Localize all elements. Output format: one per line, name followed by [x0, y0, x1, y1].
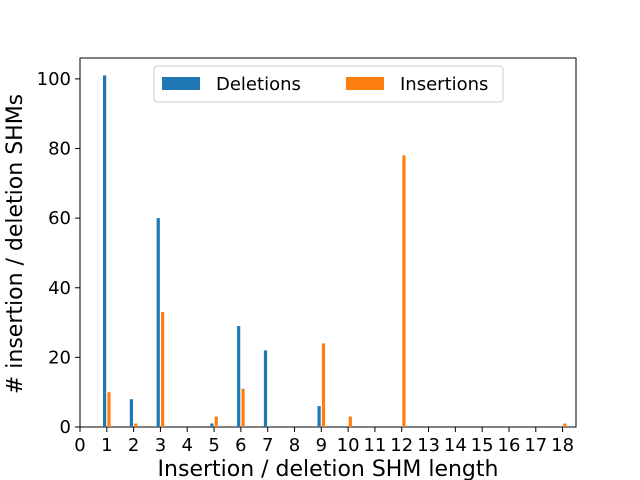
y-axis-ticks: 0 20 40 60 80 100: [37, 69, 80, 438]
x-tick-label: 7: [262, 435, 273, 456]
x-tick-label: 13: [417, 435, 440, 456]
legend-box: [153, 65, 504, 103]
y-tick-label: 80: [48, 139, 71, 160]
x-tick-label: 5: [208, 435, 219, 456]
bar-deletions-6: [237, 326, 241, 427]
bar-insertions-3: [161, 312, 165, 427]
x-tick-label: 12: [390, 435, 413, 456]
legend-label-insertions: Insertions: [400, 74, 488, 95]
bar-deletions-2: [129, 399, 134, 427]
x-tick-label: 14: [444, 435, 467, 456]
x-tick-label: 15: [471, 435, 494, 456]
x-tick-label: 8: [289, 435, 300, 456]
x-tick-label: 6: [235, 435, 246, 456]
legend-swatch-insertions: [346, 77, 384, 90]
bar-insertions-2: [134, 423, 138, 427]
x-tick-label: 3: [155, 435, 166, 456]
bar-insertions-18: [563, 423, 567, 427]
x-tick-label: 2: [128, 435, 139, 456]
y-axis-label: # insertion / deletion SHMs: [3, 94, 28, 394]
legend: Deletions Insertions: [153, 65, 504, 103]
bars-group: [103, 75, 567, 427]
bar-insertions-12: [402, 155, 406, 427]
y-tick-label: 40: [48, 278, 71, 299]
legend-label-deletions: Deletions: [216, 74, 301, 95]
x-tick-label: 0: [74, 435, 85, 456]
x-tick-label: 16: [498, 435, 521, 456]
bar-insertions-9: [321, 343, 326, 427]
x-tick-label: 9: [316, 435, 327, 456]
x-axis-ticks: 0 1 2 3 4 5 6 7 8 9 10 11 12 13 14 15 16 17 18: [74, 427, 574, 456]
bar-deletions-7: [263, 350, 268, 427]
y-tick-label: 20: [48, 347, 71, 368]
bar-deletions-3: [156, 218, 160, 427]
y-tick-label: 60: [48, 208, 71, 229]
legend-swatch-deletions: [162, 77, 200, 90]
x-tick-label: 1: [101, 435, 112, 456]
plot-area: 0 1 2 3 4 5 6 7 8 9 10 11 12 13 14 15 16 17 18 02040608010…: [37, 57, 577, 456]
x-tick-label: 17: [524, 435, 547, 456]
x-tick-label: 10: [337, 435, 360, 456]
bar-insertions-1: [107, 392, 111, 427]
bar-insertions-10: [348, 416, 352, 427]
bar-insertions-5: [214, 416, 218, 427]
bar-deletions-9: [317, 406, 321, 427]
plot-frame: [79, 57, 577, 428]
bar-deletions-1: [103, 75, 107, 427]
y-tick-label: 100: [37, 69, 71, 90]
bar-insertions-6: [241, 388, 245, 427]
x-tick-label: 4: [182, 435, 193, 456]
x-tick-label: 18: [551, 435, 574, 456]
bar-deletions-5: [210, 423, 214, 427]
x-axis-label: Insertion / deletion SHM length: [158, 457, 499, 480]
y-tick-label: 0: [60, 417, 71, 438]
x-tick-label: 11: [363, 435, 386, 456]
